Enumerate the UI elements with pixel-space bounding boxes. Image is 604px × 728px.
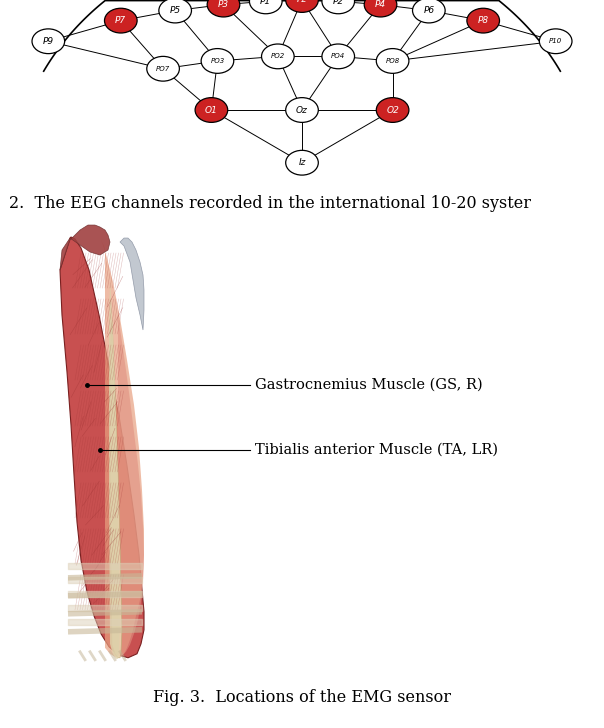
- Polygon shape: [109, 280, 120, 659]
- Text: P1: P1: [260, 0, 271, 6]
- Circle shape: [376, 49, 409, 74]
- Circle shape: [159, 0, 191, 23]
- Text: P9: P9: [43, 36, 54, 46]
- Circle shape: [147, 56, 179, 81]
- Text: P8: P8: [478, 16, 489, 25]
- Text: P3: P3: [218, 0, 229, 9]
- Circle shape: [364, 0, 397, 17]
- Polygon shape: [120, 238, 144, 330]
- Circle shape: [262, 44, 294, 68]
- Text: Tibialis anterior Muscle (TA, LR): Tibialis anterior Muscle (TA, LR): [255, 443, 498, 457]
- Text: Pz: Pz: [297, 0, 307, 4]
- Text: Gastrocnemius Muscle (GS, R): Gastrocnemius Muscle (GS, R): [255, 378, 483, 392]
- Text: Oz: Oz: [296, 106, 308, 114]
- Text: PO8: PO8: [385, 58, 400, 64]
- Polygon shape: [60, 237, 144, 658]
- Circle shape: [32, 29, 65, 54]
- Text: P4: P4: [375, 0, 386, 9]
- Text: P2: P2: [333, 0, 344, 6]
- Text: O2: O2: [386, 106, 399, 114]
- Circle shape: [322, 0, 355, 14]
- Text: PO7: PO7: [156, 66, 170, 72]
- Text: P5: P5: [170, 6, 181, 15]
- Text: PO4: PO4: [331, 53, 345, 60]
- Circle shape: [249, 0, 282, 14]
- Circle shape: [286, 98, 318, 122]
- Polygon shape: [110, 320, 122, 658]
- Circle shape: [413, 0, 445, 23]
- Text: Iz: Iz: [298, 158, 306, 167]
- Circle shape: [376, 98, 409, 122]
- Circle shape: [467, 8, 500, 33]
- Text: PO3: PO3: [210, 58, 225, 64]
- Circle shape: [201, 49, 234, 74]
- Text: P10: P10: [549, 39, 562, 44]
- Circle shape: [539, 29, 572, 54]
- Polygon shape: [101, 240, 144, 657]
- Polygon shape: [60, 225, 110, 270]
- Circle shape: [195, 98, 228, 122]
- Circle shape: [207, 0, 240, 17]
- Circle shape: [322, 44, 355, 68]
- Text: P6: P6: [423, 6, 434, 15]
- Circle shape: [104, 8, 137, 33]
- Circle shape: [286, 0, 318, 12]
- Text: O1: O1: [205, 106, 218, 114]
- Text: PO2: PO2: [271, 53, 285, 60]
- Text: Fig. 3.  Locations of the EMG sensor: Fig. 3. Locations of the EMG sensor: [153, 689, 451, 705]
- Text: P7: P7: [115, 16, 126, 25]
- Polygon shape: [118, 310, 144, 656]
- Circle shape: [286, 151, 318, 175]
- Text: 2.  The EEG channels recorded in the international 10-20 syster: 2. The EEG channels recorded in the inte…: [9, 195, 531, 213]
